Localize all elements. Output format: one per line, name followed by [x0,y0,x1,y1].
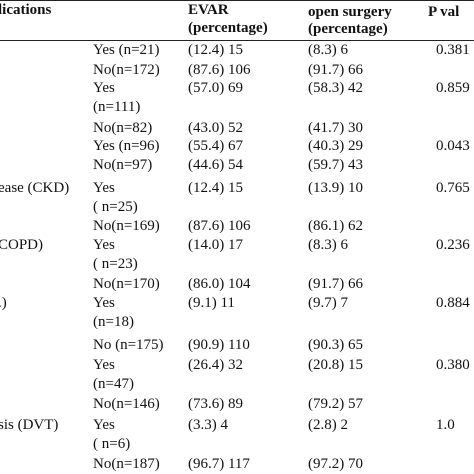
row-group-n: ( n=23) [93,256,138,272]
header-p-value: P val [428,4,460,20]
top-rule [0,0,474,1]
row-evar: (12.4) 15 [188,42,243,58]
row-group: Yes [93,295,115,311]
row-group: Yes (n=96) [93,138,160,154]
row-p-value: 0.859 [436,80,470,96]
row-p-value: 0.884 [436,295,470,311]
row-open-surgery: (13.9) 10 [308,180,363,196]
row-p-value: 0.236 [436,237,470,253]
header-rule [0,40,474,41]
header-condition: lications [0,2,52,18]
row-p-value: 0.043 [436,138,470,154]
row-condition: sis (DVT) [0,417,59,433]
row-open-surgery: (59.7) 43 [308,157,363,173]
row-evar: (14.0) 17 [188,237,243,253]
row-group: No(n=170) [93,276,160,292]
row-open-surgery: (79.2) 57 [308,396,363,412]
row-evar: (87.6) 106 [188,62,251,78]
row-condition: ease (CKD) [0,180,70,196]
row-group: No(n=97) [93,157,153,173]
row-open-surgery: (86.1) 62 [308,218,363,234]
row-group: Yes [93,357,115,373]
row-evar: (73.6) 89 [188,396,243,412]
row-evar: (57.0) 69 [188,80,243,96]
row-open-surgery: (9.7) 7 [308,295,348,311]
row-group-n: (n=111) [93,99,141,115]
row-p-value: 0.381 [436,42,470,58]
row-condition: .) [0,295,7,311]
row-evar: (12.4) 15 [188,180,243,196]
row-group-n: (n=47) [93,376,134,392]
row-group: Yes [93,417,115,433]
row-group: Yes [93,80,115,96]
row-group: No(n=187) [93,456,160,472]
row-evar: (90.9) 110 [188,337,250,353]
row-group: No(n=169) [93,218,160,234]
row-open-surgery: (20.8) 15 [308,357,363,373]
row-group: Yes (n=21) [93,42,160,58]
row-group: Yes [93,237,115,253]
row-p-value: 1.0 [436,417,455,433]
row-group-n: ( n=25) [93,199,138,215]
row-group: No(n=172) [93,62,160,78]
row-evar: (9.1) 11 [188,295,235,311]
row-group: No (n=175) [93,337,164,353]
row-open-surgery: (8.3) 6 [308,237,348,253]
row-evar: (44.6) 54 [188,157,243,173]
row-group: No(n=82) [93,120,153,136]
row-open-surgery: (41.7) 30 [308,120,363,136]
row-open-surgery: (8.3) 6 [308,42,348,58]
row-group: No(n=146) [93,396,160,412]
row-evar: (86.0) 104 [188,276,251,292]
row-evar: (3.3) 4 [188,417,228,433]
header-evar-sub: (percentage) [188,20,268,36]
row-evar: (43.0) 52 [188,120,243,136]
row-condition: COPD) [0,237,44,253]
row-p-value: 0.380 [436,357,470,373]
row-group-n: (n=18) [93,314,134,330]
row-group-n: ( n=6) [93,436,131,452]
header-open-surgery-sub: (percentage) [308,21,388,37]
row-evar: (26.4) 32 [188,357,243,373]
row-open-surgery: (90.3) 65 [308,337,363,353]
row-open-surgery: (91.7) 66 [308,276,363,292]
header-open-surgery: open surgery [308,4,392,20]
row-open-surgery: (2.8) 2 [308,417,348,433]
row-evar: (55.4) 67 [188,138,243,154]
row-open-surgery: (40.3) 29 [308,138,363,154]
row-evar: (87.6) 106 [188,218,251,234]
row-evar: (96.7) 117 [188,456,250,472]
row-group: Yes [93,180,115,196]
row-open-surgery: (97.2) 70 [308,456,363,472]
header-evar: EVAR [188,2,229,18]
row-p-value: 0.765 [436,180,470,196]
row-open-surgery: (91.7) 66 [308,62,363,78]
row-open-surgery: (58.3) 42 [308,80,363,96]
